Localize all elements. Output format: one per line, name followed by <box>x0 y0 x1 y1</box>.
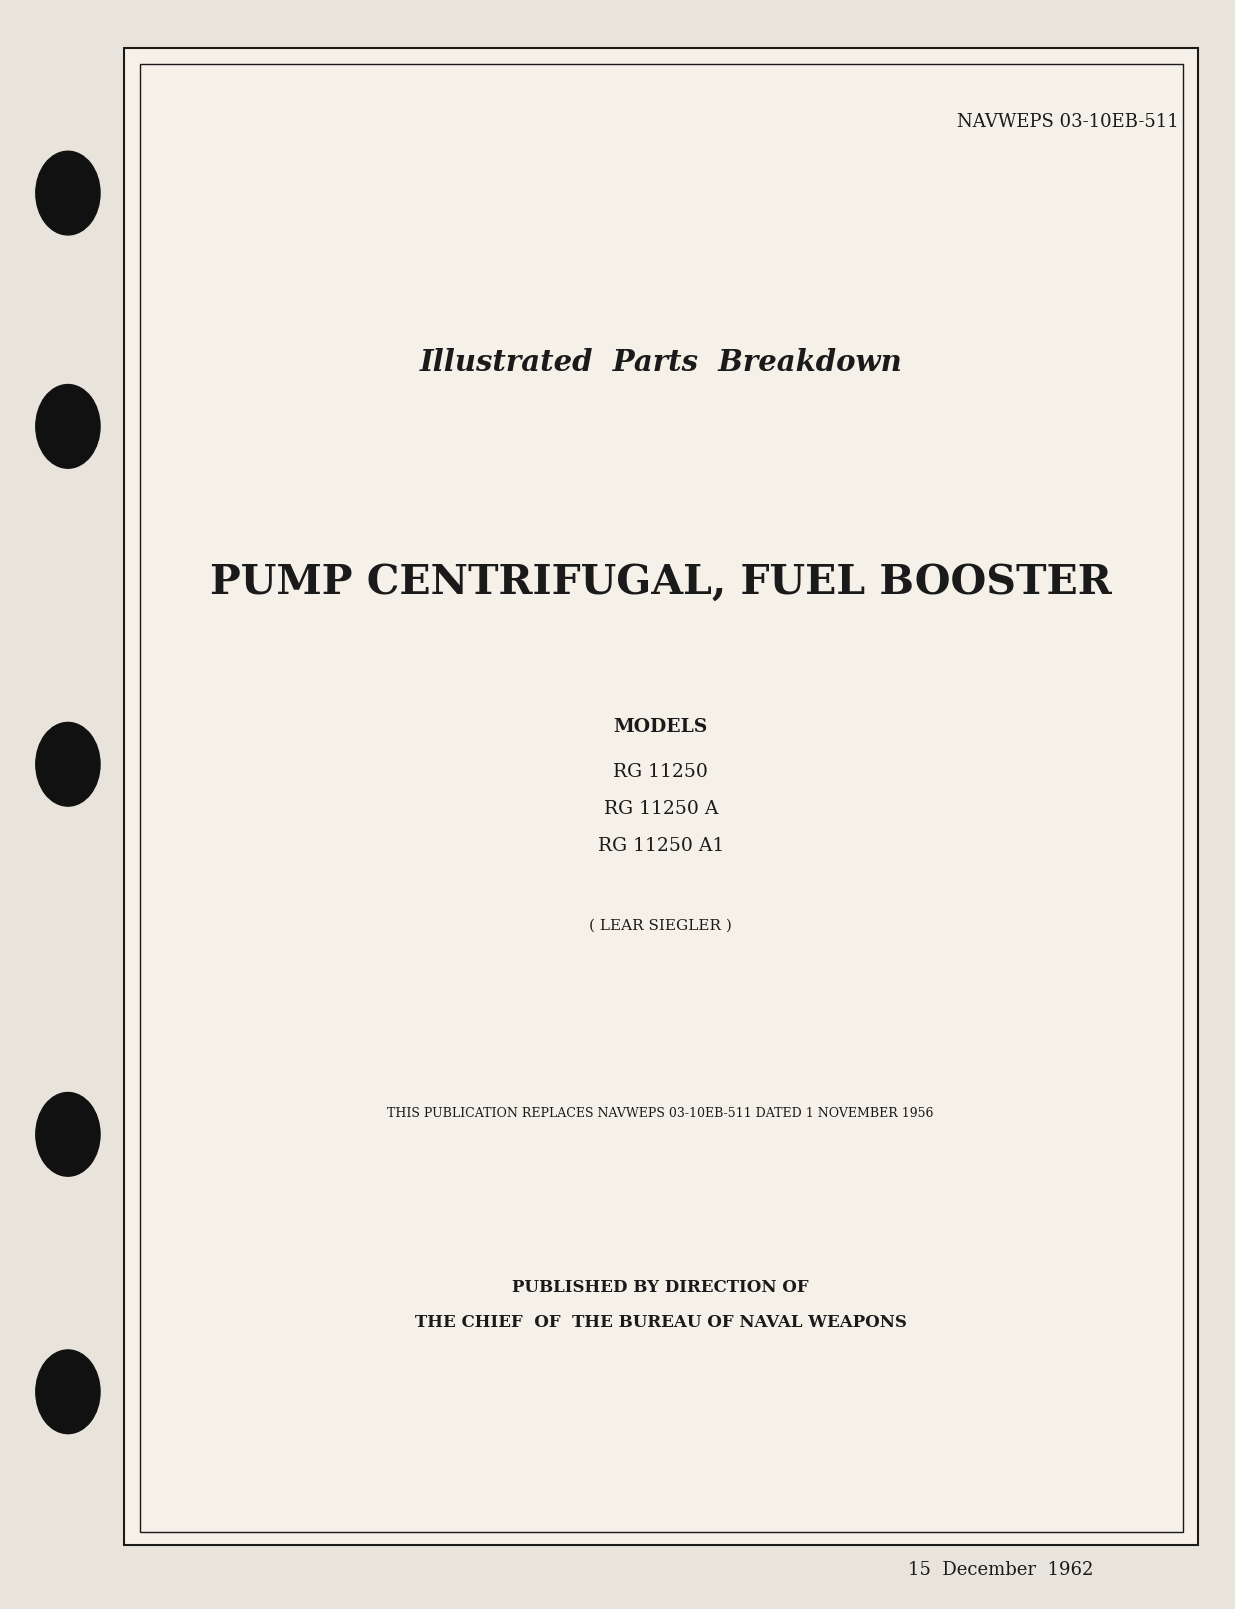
Text: MODELS: MODELS <box>614 718 708 737</box>
Text: RG 11250: RG 11250 <box>614 763 708 782</box>
Circle shape <box>36 151 100 235</box>
Text: THE CHIEF  OF  THE BUREAU OF NAVAL WEAPONS: THE CHIEF OF THE BUREAU OF NAVAL WEAPONS <box>415 1315 906 1331</box>
Text: RG 11250 A1: RG 11250 A1 <box>598 837 724 856</box>
Circle shape <box>36 1093 100 1176</box>
Bar <box>124 48 1198 1545</box>
Text: PUMP CENTRIFUGAL, FUEL BOOSTER: PUMP CENTRIFUGAL, FUEL BOOSTER <box>210 563 1112 602</box>
Text: RG 11250 A: RG 11250 A <box>604 800 718 819</box>
Text: Illustrated  Parts  Breakdown: Illustrated Parts Breakdown <box>420 348 902 377</box>
Circle shape <box>36 722 100 806</box>
Circle shape <box>36 385 100 468</box>
Text: ( LEAR SIEGLER ): ( LEAR SIEGLER ) <box>589 919 732 932</box>
Text: PUBLISHED BY DIRECTION OF: PUBLISHED BY DIRECTION OF <box>513 1279 809 1295</box>
Text: 15  December  1962: 15 December 1962 <box>908 1561 1093 1580</box>
Text: THIS PUBLICATION REPLACES NAVWEPS 03-10EB-511 DATED 1 NOVEMBER 1956: THIS PUBLICATION REPLACES NAVWEPS 03-10E… <box>388 1107 934 1120</box>
Bar <box>140 64 1183 1532</box>
Text: NAVWEPS 03-10EB-511: NAVWEPS 03-10EB-511 <box>957 113 1179 132</box>
Circle shape <box>36 1350 100 1434</box>
